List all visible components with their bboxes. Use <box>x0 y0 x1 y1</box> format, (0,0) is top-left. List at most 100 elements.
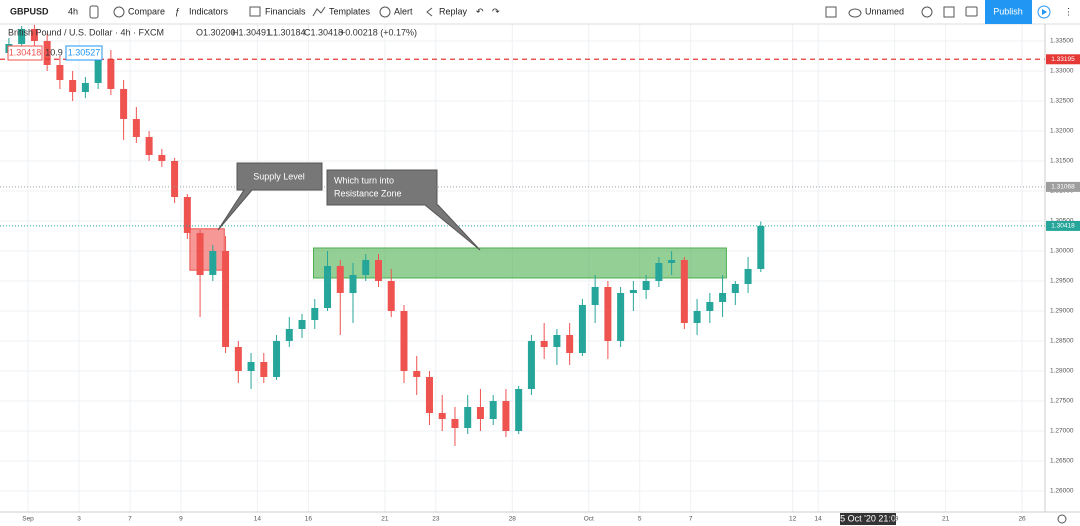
candle-body <box>540 340 548 347</box>
replay-button[interactable]: Replay <box>439 6 468 16</box>
candle-body <box>171 160 179 197</box>
axis-settings-icon[interactable] <box>1057 514 1067 524</box>
x-tick-label: 28 <box>509 516 517 523</box>
candle-body <box>642 280 650 290</box>
redo-button[interactable]: ↷ <box>492 6 500 16</box>
y-tick-label: 1.32000 <box>1050 128 1074 135</box>
candle-body <box>120 88 128 119</box>
candle-body <box>183 196 191 233</box>
candle-body <box>629 289 637 293</box>
cloud-icon[interactable] <box>848 8 862 18</box>
sell-button[interactable] <box>7 45 43 61</box>
financials-button[interactable]: Financials <box>265 6 306 16</box>
candle-body <box>298 319 306 329</box>
candle-body <box>413 370 421 377</box>
candle-body <box>617 292 625 341</box>
candle-body <box>744 268 752 284</box>
compare-button[interactable]: Compare <box>128 6 165 16</box>
publish-button[interactable]: Publish <box>993 6 1023 16</box>
candle-body <box>706 301 714 311</box>
candle-body <box>94 58 102 83</box>
candle-body <box>655 262 663 281</box>
play-icon[interactable] <box>1037 5 1051 19</box>
y-tick-label: 1.33500 <box>1050 38 1074 45</box>
callout-supply <box>217 162 323 231</box>
candle-body <box>196 232 204 275</box>
candle-body <box>425 376 433 413</box>
candle-body <box>56 64 64 80</box>
y-tick-label: 1.27000 <box>1050 428 1074 435</box>
candle-body <box>273 340 281 377</box>
candle-body <box>30 28 38 41</box>
plot-area <box>0 24 1045 512</box>
callout-resistance <box>326 169 481 251</box>
candle-body <box>451 418 459 428</box>
symbol[interactable]: GBPUSD <box>10 6 49 16</box>
fullscreen-icon[interactable] <box>943 6 955 18</box>
candle-body <box>719 292 727 302</box>
legend-close: C1.30418 <box>304 27 343 37</box>
templates-button[interactable]: Templates <box>329 6 371 16</box>
templates-icon[interactable] <box>312 6 326 17</box>
x-tick-label: 21 <box>942 516 950 523</box>
candle-body <box>285 328 293 341</box>
spread: 10.9 <box>45 47 63 57</box>
settings-icon[interactable] <box>921 6 933 18</box>
sell-price[interactable]: 1.30418 <box>9 47 42 57</box>
candle-body <box>324 265 332 308</box>
layout-icon[interactable] <box>825 6 837 18</box>
x-tick-label: 16 <box>305 516 313 523</box>
toolbar <box>0 0 1080 24</box>
x-tick-label: 7 <box>689 516 693 523</box>
buy-button[interactable] <box>65 45 103 61</box>
snapshot-icon[interactable] <box>965 6 978 17</box>
alert-icon[interactable] <box>379 6 391 18</box>
bar-style-icon[interactable] <box>89 5 99 19</box>
candle-body <box>260 361 268 377</box>
candle-body <box>438 412 446 419</box>
interval[interactable]: 4h <box>68 6 78 16</box>
candle-body <box>668 259 676 263</box>
compare-icon[interactable] <box>113 6 125 18</box>
x-tick-label: 14 <box>815 516 823 523</box>
candle-body <box>132 118 140 137</box>
price-label: 1.31068 <box>1051 184 1075 191</box>
candle-body <box>731 283 739 293</box>
alert-button[interactable]: Alert <box>394 6 413 16</box>
replay-icon[interactable] <box>426 7 433 17</box>
candle-body <box>247 361 255 371</box>
x-tick-label: 5 <box>638 516 642 523</box>
layout-name[interactable]: Unnamed <box>865 6 904 16</box>
candle-body <box>680 259 688 323</box>
candle-body <box>311 307 319 320</box>
legend-open: O1.30200 <box>196 27 236 37</box>
candle-body <box>362 259 370 275</box>
y-tick-label: 1.31500 <box>1050 158 1074 165</box>
financials-icon[interactable] <box>249 6 261 17</box>
x-tick-label: 26 <box>1018 516 1026 523</box>
undo-button[interactable]: ↶ <box>476 6 484 16</box>
candle-body <box>502 400 510 431</box>
candle-body <box>604 286 612 341</box>
candle-body <box>464 406 472 428</box>
publish-button-bg[interactable] <box>985 0 1032 24</box>
more-icon[interactable]: ⋮ <box>1064 6 1073 16</box>
indicators-icon[interactable]: ƒ <box>175 6 180 16</box>
indicators-button[interactable]: Indicators <box>189 6 229 16</box>
candle-body <box>234 346 242 371</box>
price-label: 1.33195 <box>1051 56 1075 63</box>
buy-price[interactable]: 1.30527 <box>68 47 101 57</box>
x-tick-label: 9 <box>179 516 183 523</box>
candle-body <box>222 250 230 347</box>
y-tick-label: 1.29000 <box>1050 308 1074 315</box>
x-tick-label: 14 <box>254 516 262 523</box>
crosshair-label: 15 Oct '20 21:00 <box>835 513 901 523</box>
candle-body <box>527 340 535 389</box>
callout-supply-text: Supply Level <box>253 171 305 181</box>
y-tick-label: 1.32500 <box>1050 98 1074 105</box>
candle-body <box>107 58 115 89</box>
y-tick-label: 1.29500 <box>1050 278 1074 285</box>
candle-body <box>209 250 217 275</box>
price-label-bg <box>1046 54 1080 65</box>
